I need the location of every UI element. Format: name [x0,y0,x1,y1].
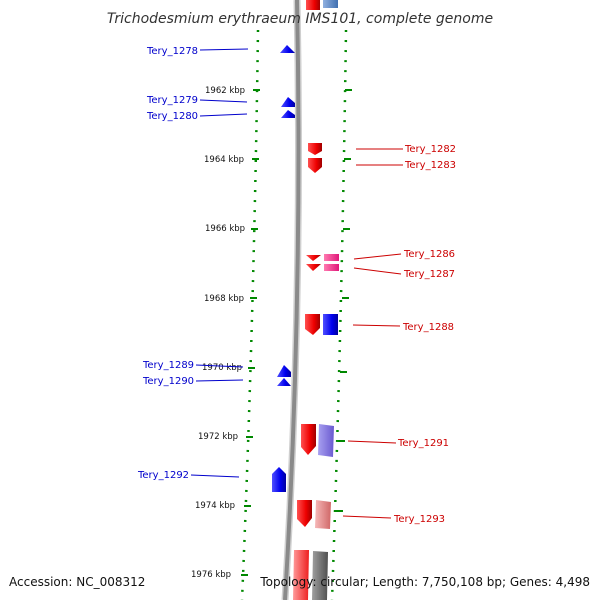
scale-label: 1970 kbp [202,363,242,373]
right-track-guide [330,29,348,600]
gene-label-tery-1287[interactable]: Tery_1287 [403,269,455,280]
gene-tery-1291[interactable] [301,424,316,455]
gene-labels-left: Tery_1278 Tery_1279 Tery_1280 Tery_1289 … [137,46,198,481]
gene-label-tery-1288[interactable]: Tery_1288 [402,322,454,333]
leader-tery-1287 [353,267,402,275]
leader-tery-1278 [199,48,249,51]
gene-tery-1279[interactable] [281,97,295,107]
scale-label: 1972 kbp [198,432,238,442]
gene-feature-grey[interactable] [312,551,328,600]
track-guides [240,29,348,600]
scale-label: 1974 kbp [195,501,235,511]
leader-tery-1279 [199,99,248,103]
gene-feature-blue[interactable] [323,314,338,335]
topology-text: Topology: circular; Length: 7,750,108 bp… [260,575,590,589]
scale-label: 1964 kbp [204,155,244,165]
gene-label-tery-1282[interactable]: Tery_1282 [404,144,456,155]
gene-tery-1292[interactable] [272,467,286,492]
gene-tery-1280[interactable] [281,110,295,118]
gene-tery-1289[interactable] [277,365,291,377]
gene-tery-1286[interactable] [306,255,321,261]
gene-feature-pink[interactable] [324,264,339,271]
scale-labels: 1962 kbp 1964 kbp 1966 kbp 1968 kbp 1970… [191,86,245,580]
leader-tery-1292 [190,474,240,478]
leader-tery-1290 [195,379,244,382]
leader-tery-1286 [353,253,402,260]
gene-tery-1290[interactable] [277,378,291,386]
gene-tery-1278[interactable] [280,45,295,53]
leader-tery-1288 [352,324,401,327]
scale-label: 1966 kbp [205,224,245,234]
leader-tery-1293 [342,515,392,519]
scale-label: 1976 kbp [191,570,231,580]
gene-label-tery-1283[interactable]: Tery_1283 [404,160,456,171]
gene-feature-violet[interactable] [318,424,334,457]
right-genes [293,143,339,600]
leader-tery-1289 [195,364,244,368]
gene-label-tery-1278[interactable]: Tery_1278 [146,46,198,57]
gene-tery-1288[interactable] [305,314,320,335]
gene-feature-red[interactable] [293,550,309,600]
gene-label-tery-1292[interactable]: Tery_1292 [137,470,189,481]
gene-label-tery-1279[interactable]: Tery_1279 [146,95,198,106]
gene-feature-red[interactable] [306,0,320,10]
gene-feature-steel[interactable] [323,0,338,8]
scale-ticks [241,89,352,576]
gene-label-tery-1293[interactable]: Tery_1293 [393,514,445,525]
gene-feature-salmon[interactable] [315,500,331,529]
gene-feature-pink[interactable] [324,254,339,261]
gene-tery-1283[interactable] [308,158,322,173]
gene-label-tery-1291[interactable]: Tery_1291 [397,438,449,449]
accession-text: Accession: NC_008312 [9,575,146,589]
gene-label-tery-1290[interactable]: Tery_1290 [142,376,194,387]
scale-label: 1968 kbp [204,294,244,304]
gene-tery-1287[interactable] [306,264,321,271]
leader-tery-1280 [199,113,248,117]
leader-tery-1291 [347,440,397,444]
gene-tery-1282[interactable] [308,143,322,155]
genome-title: Trichodesmium erythraeum IMS101, complet… [107,11,493,27]
scale-label: 1962 kbp [205,86,245,96]
genome-backbone-core [283,0,301,600]
gene-labels-right: Tery_1282 Tery_1283 Tery_1286 Tery_1287 … [393,144,456,525]
gene-label-tery-1280[interactable]: Tery_1280 [146,111,198,122]
left-genes [272,45,295,492]
gene-label-tery-1286[interactable]: Tery_1286 [403,249,455,260]
label-leaders [190,48,403,519]
left-track-guide [240,29,260,600]
gene-label-tery-1289[interactable]: Tery_1289 [142,360,194,371]
gene-tery-1293[interactable] [297,500,312,527]
